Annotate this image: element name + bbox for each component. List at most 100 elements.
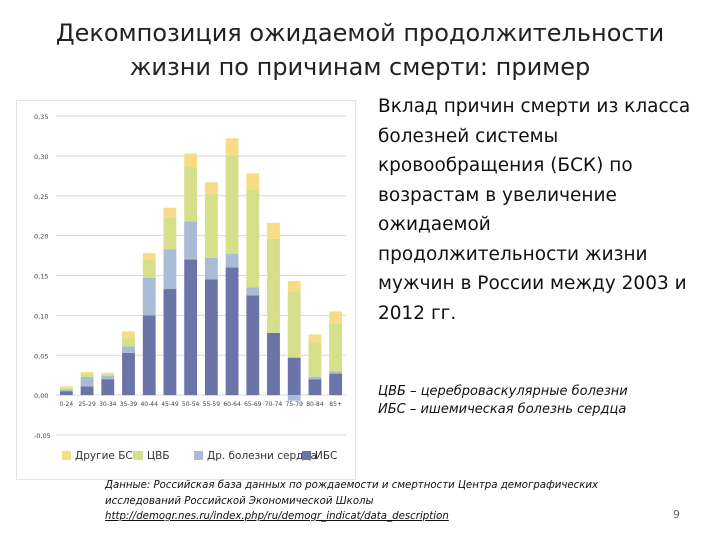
legend-swatch [134,451,143,460]
slide-title: Декомпозиция ожидаемой продолжительности… [40,16,680,84]
bar-segment [142,259,156,278]
x-tick-label: 0-24 [60,401,74,408]
x-tick-label: 70-74 [265,401,283,408]
bar-segment [246,295,260,396]
x-tick-label: 55-59 [203,401,221,408]
page-number: 9 [673,508,680,521]
bar-segment [246,173,260,190]
bar-segment [329,311,343,324]
legend-label: Другие БСК [75,450,141,462]
bar-segment [204,279,218,396]
bar-segment [80,373,94,377]
description-line: кровообращения (БСК) по [378,155,633,176]
bar-segment [59,389,73,392]
bar-segment [101,372,115,375]
bar-segment [287,395,301,401]
bar-segment [287,291,301,358]
y-tick-label: 0,20 [34,233,48,241]
bar-segment [225,155,239,254]
bar-segment [184,221,198,260]
legend-label: Др. болезни сердца [207,450,317,462]
y-tick-label: 0,25 [34,193,48,201]
x-tick-label: 60-64 [223,401,241,408]
abbreviation-cvb: ЦВБ – цереброваскулярные болезни [378,384,628,399]
bar-segment [267,222,280,239]
y-tick-label: 0,35 [34,113,48,121]
x-tick-label: 75-79 [285,401,303,408]
bar-segment [142,253,156,260]
x-tick-label: 45-49 [161,401,179,408]
bar-segment [267,238,280,333]
y-tick-label: 0,05 [34,352,48,360]
y-tick-label: 0,30 [34,153,48,161]
bar-segment [204,182,218,195]
bar-segment [287,281,301,292]
y-tick-label: -0,05 [34,432,51,440]
bar-segment [163,289,177,396]
legend-label: ЦВБ [147,450,170,462]
source-link[interactable]: http://demogr.nes.ru/index.php/ru/demogr… [105,511,449,522]
description-line: ожидаемой [378,214,491,235]
abbreviations: ЦВБ – цереброваскулярные болезни ИБС – и… [378,383,708,419]
bar-segment [225,138,239,156]
bar-segment [122,338,135,347]
source-line: исследований Российской Экономической Шк… [105,495,374,507]
x-tick-label: 50-54 [182,401,200,408]
bar-segment [329,323,343,372]
bar-segment [163,249,177,290]
bar-segment [308,334,322,343]
bar-segment [184,167,198,222]
bar-segment [59,386,73,388]
bar-segment [287,357,301,396]
legend-swatch [194,451,203,460]
bar-segment [308,376,322,380]
bar-segment [184,259,198,396]
y-tick-label: 0,10 [34,312,48,320]
slide-title-line: жизни по причинам смерти: пример [129,53,591,81]
description-line: Вклад причин смерти из класса [378,96,691,117]
x-tick-label: 30-34 [99,401,117,408]
bar-segment [225,267,239,396]
bar-segment [80,371,94,374]
bar-segment [225,253,239,268]
bar-segment [267,332,280,396]
bar-segment [59,387,73,390]
y-tick-label: 0,15 [34,273,48,281]
bar-segment [122,331,135,339]
bar-segment [122,352,135,396]
description-line: продолжительности жизни [378,243,648,265]
slide-title-line: Декомпозиция ожидаемой продолжительности [55,19,665,47]
legend-swatch [302,451,311,460]
description-line: 2012 гг. [378,302,457,324]
x-tick-label: 40-44 [140,401,158,408]
bar-segment [329,373,343,396]
x-tick-label: 85+ [329,401,342,408]
bar-segment [329,371,343,374]
description-line: мужчин в России между 2003 и [378,273,687,294]
legend-swatch [62,451,71,460]
bar-segment [101,374,115,376]
bar-segment [163,217,177,250]
abbreviation-ibs: ИБС – ишемическая болезнь сердца [378,402,627,417]
x-tick-label: 35-39 [120,401,138,408]
bar-segment [246,189,260,288]
bar-segment [80,376,94,387]
source-line: Данные: Российская база данных по рождае… [105,480,599,491]
bar-segment [204,194,218,258]
bar-segment [101,375,115,380]
bar-segment [246,287,260,296]
description-line: возрастам в увеличение [378,184,617,206]
x-tick-label: 65-69 [244,401,262,408]
bar-segment [308,379,322,396]
bar-segment [163,207,177,218]
bar-segment [122,346,135,353]
x-tick-label: 25-29 [78,401,96,408]
bar-segment [184,153,198,168]
data-source: Данные: Российская база данных по рождае… [105,478,665,525]
bar-segment [59,391,73,396]
chart-description: Вклад причин смерти из класса болезней с… [378,92,708,328]
bar-segment [308,342,322,377]
description-line: болезней системы [378,125,559,147]
bar-segment [142,277,156,316]
bar-segment [142,315,156,396]
